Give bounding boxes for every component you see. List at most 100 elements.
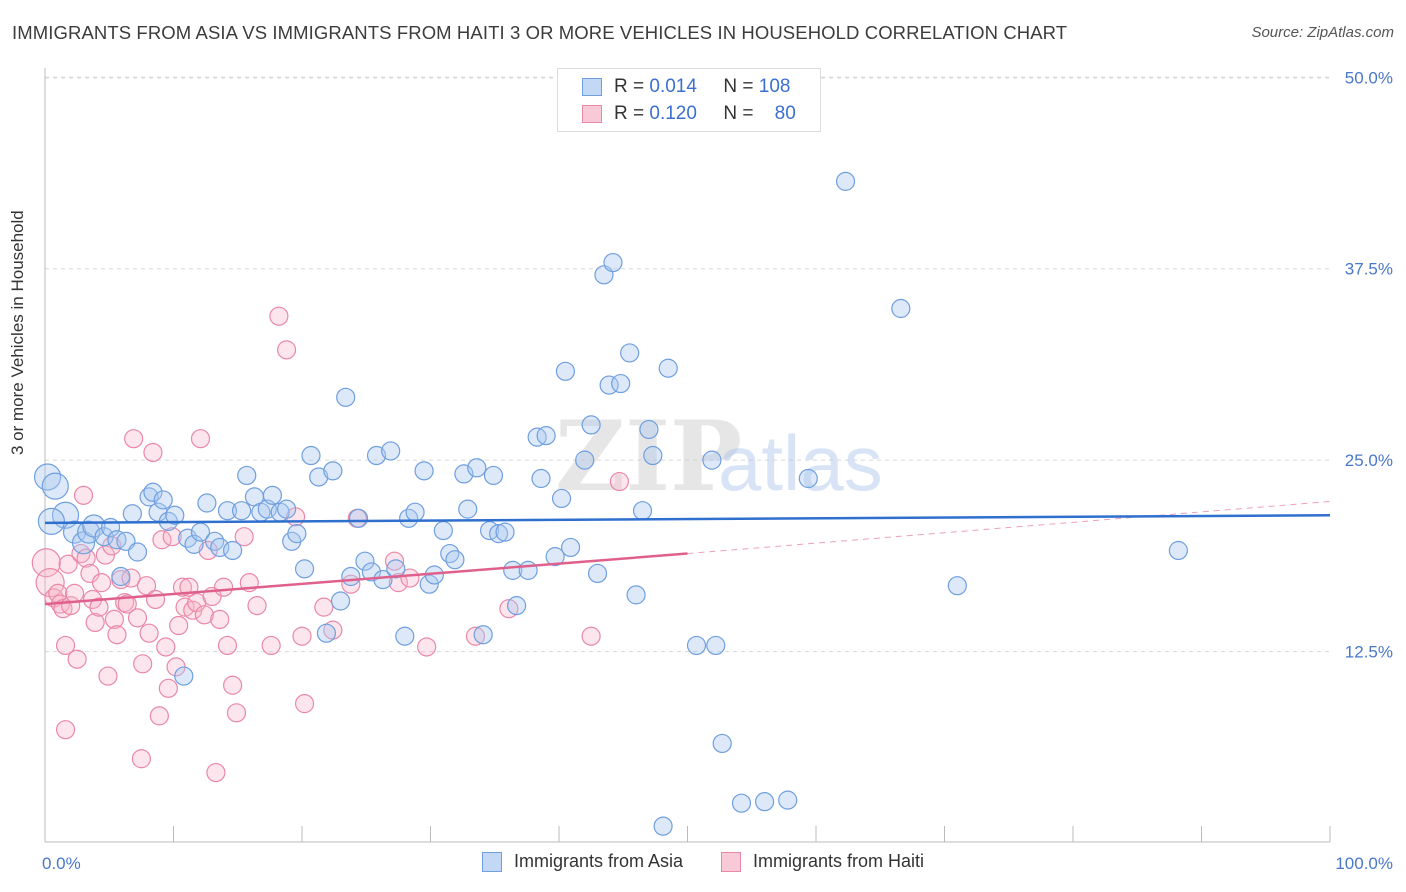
asia-point bbox=[41, 472, 69, 500]
asia-point bbox=[545, 547, 565, 567]
legend-item-haiti: Immigrants from Haiti bbox=[721, 851, 924, 872]
asia-point bbox=[323, 461, 343, 481]
asia-point bbox=[366, 445, 387, 466]
asia-point bbox=[712, 733, 732, 754]
asia-point bbox=[551, 488, 572, 509]
asia-point bbox=[309, 467, 329, 487]
y-tick-label: 37.5% bbox=[1345, 260, 1393, 279]
trend-lines bbox=[44, 500, 1331, 606]
y-tick-label: 25.0% bbox=[1345, 451, 1393, 470]
haiti-point bbox=[64, 583, 85, 603]
asia-point bbox=[276, 499, 297, 519]
x-tick-label-min: 0.0% bbox=[42, 854, 81, 873]
x-tick-label-max: 100.0% bbox=[1335, 854, 1393, 873]
haiti-point bbox=[417, 637, 437, 657]
haiti-point bbox=[214, 577, 234, 597]
asia-point bbox=[798, 468, 818, 489]
haiti-point bbox=[234, 527, 254, 547]
haiti-point bbox=[89, 597, 109, 617]
haiti-point bbox=[175, 597, 195, 617]
legend-haiti-label: Immigrants from Haiti bbox=[753, 851, 925, 871]
haiti-point bbox=[210, 609, 230, 630]
asia-point bbox=[237, 465, 257, 486]
asia-point bbox=[643, 445, 663, 466]
watermark-atlas: atlas bbox=[718, 419, 883, 507]
asia-point bbox=[581, 415, 601, 435]
asia-point bbox=[440, 543, 460, 564]
haiti-point bbox=[55, 720, 76, 740]
haiti-point bbox=[124, 429, 144, 449]
asia-point bbox=[620, 343, 640, 363]
y-tick-label: 12.5% bbox=[1345, 643, 1393, 662]
asia-point bbox=[174, 666, 194, 686]
asia-point bbox=[217, 501, 238, 521]
haiti-point bbox=[217, 635, 238, 656]
asia-point bbox=[294, 559, 315, 579]
asia-point bbox=[355, 551, 375, 571]
haiti-point bbox=[73, 485, 94, 505]
haiti-point bbox=[104, 609, 124, 630]
asia-point bbox=[381, 441, 401, 461]
asia-point bbox=[467, 458, 487, 478]
asia-point bbox=[223, 540, 243, 561]
asia-point bbox=[531, 468, 551, 489]
asia-point bbox=[506, 596, 527, 616]
haiti-trend-extension bbox=[687, 500, 1331, 555]
asia-point bbox=[489, 524, 509, 544]
asia-point bbox=[414, 461, 434, 481]
haiti-n-value: 80 bbox=[774, 103, 796, 124]
haiti-point bbox=[169, 615, 189, 636]
asia-point bbox=[205, 531, 225, 551]
haiti-point bbox=[247, 596, 267, 616]
watermark: ZIP atlas bbox=[555, 400, 883, 513]
asia-point bbox=[575, 450, 595, 470]
asia-point bbox=[891, 298, 911, 319]
haiti-point bbox=[226, 703, 247, 723]
asia-n-label: N = bbox=[723, 76, 754, 97]
legend-asia-swatch bbox=[481, 851, 502, 872]
asia-point bbox=[419, 574, 439, 594]
legend-item-asia: Immigrants from Asia bbox=[481, 851, 683, 872]
asia-point bbox=[1168, 540, 1188, 561]
asia-point bbox=[37, 507, 66, 535]
haiti-point bbox=[131, 749, 151, 769]
haiti-r-label: R = bbox=[614, 103, 645, 124]
haiti-point bbox=[136, 576, 157, 596]
tick-labels: 12.5% 25.0% 37.5% 50.0% 0.0% 100.0% bbox=[42, 68, 1393, 873]
asia-point bbox=[361, 562, 381, 582]
asia-r-value: 0.014 bbox=[649, 76, 697, 97]
haiti-point bbox=[269, 306, 289, 326]
asia-point bbox=[184, 534, 204, 554]
asia-point bbox=[639, 419, 659, 440]
asia-point bbox=[702, 450, 722, 470]
asia-n-value: 108 bbox=[758, 76, 791, 97]
stats-legend-box: R = 0.014 N = 108 R = 0.120 N = 80 bbox=[557, 68, 821, 132]
haiti-point bbox=[400, 568, 420, 588]
y-tick-label: 50.0% bbox=[1345, 68, 1393, 87]
source-credit: Source: ZipAtlas.com bbox=[1251, 24, 1394, 41]
asia-point bbox=[603, 252, 623, 273]
haiti-point bbox=[158, 678, 178, 698]
legend-asia-label: Immigrants from Asia bbox=[513, 851, 683, 871]
haiti-n-label: N = bbox=[723, 103, 754, 124]
haiti-point bbox=[465, 626, 486, 646]
asia-point bbox=[405, 502, 425, 522]
asia-point bbox=[127, 542, 148, 562]
haiti-point bbox=[145, 589, 166, 610]
haiti-point bbox=[294, 694, 315, 714]
haiti-point bbox=[292, 626, 312, 646]
haiti-point bbox=[58, 554, 78, 574]
asia-point bbox=[197, 493, 217, 513]
asia-points bbox=[33, 171, 1188, 836]
haiti-point bbox=[499, 599, 519, 619]
asia-point bbox=[835, 171, 856, 191]
asia-point bbox=[536, 426, 556, 446]
asia-point bbox=[778, 790, 798, 810]
asia-point bbox=[555, 361, 576, 381]
haiti-r-value: 0.120 bbox=[649, 103, 697, 124]
asia-point bbox=[754, 792, 775, 812]
asia-point bbox=[336, 387, 356, 407]
asia-point bbox=[706, 635, 726, 656]
haiti-point bbox=[384, 551, 405, 571]
